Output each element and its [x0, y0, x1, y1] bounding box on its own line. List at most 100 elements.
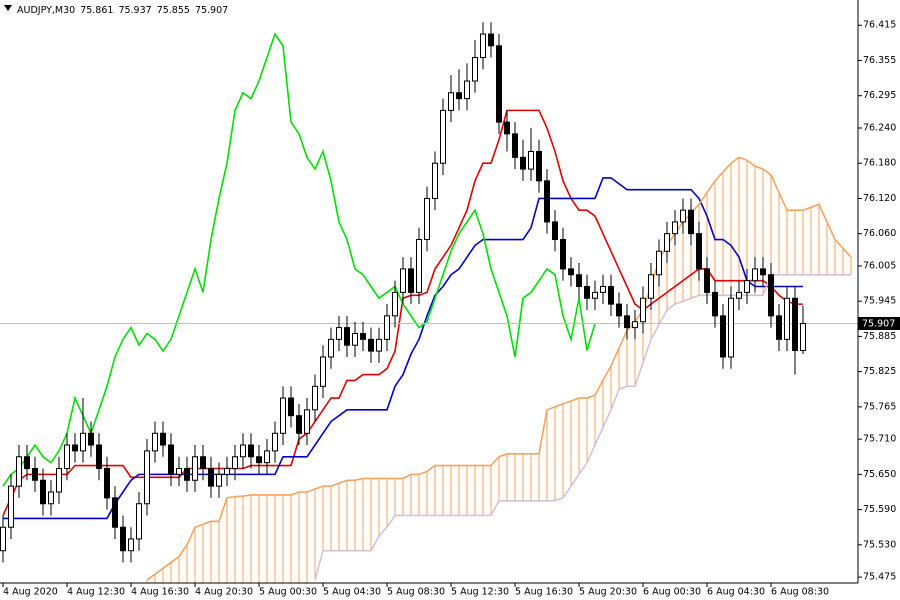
- collapse-icon[interactable]: [4, 5, 12, 11]
- candle-body: [56, 468, 62, 493]
- candle-body: [528, 150, 534, 170]
- candle-body: [456, 92, 462, 100]
- candle-body: [536, 150, 542, 182]
- candle-body: [280, 397, 286, 434]
- candle-body: [664, 233, 670, 252]
- candle-body: [224, 468, 230, 475]
- candle-body: [704, 268, 710, 293]
- header-close: 75.907: [195, 5, 228, 16]
- y-tick-label: 76.295: [863, 90, 896, 101]
- price-label-box: [858, 316, 900, 330]
- candle-body: [552, 221, 558, 241]
- candle-body: [560, 239, 566, 270]
- x-tick-label: 6 Aug 00:30: [643, 587, 701, 598]
- y-tick-label: 75.765: [863, 401, 896, 412]
- candle-body: [784, 297, 790, 340]
- candle-body: [160, 432, 166, 446]
- candle-body: [288, 397, 294, 417]
- candle-body: [496, 45, 502, 123]
- y-tick-label: 75.590: [863, 504, 896, 515]
- candle-body: [176, 468, 182, 475]
- candle-body: [600, 286, 606, 293]
- candle-body: [112, 497, 118, 528]
- y-tick-label: 75.710: [863, 434, 896, 445]
- candle-body: [504, 121, 510, 135]
- candle-body: [688, 209, 694, 235]
- candle-body: [464, 80, 470, 100]
- y-tick-label: 76.005: [863, 260, 896, 271]
- candle-body: [752, 268, 758, 282]
- indicator-line: [3, 177, 803, 520]
- candle-body: [264, 450, 270, 464]
- candle-body: [656, 250, 662, 276]
- candle-body: [240, 444, 246, 458]
- candle-body: [40, 479, 46, 505]
- candle-body: [0, 526, 6, 552]
- candle-body: [72, 444, 78, 452]
- candle-body: [328, 338, 334, 358]
- candle-body: [360, 332, 366, 340]
- candle-body: [576, 274, 582, 288]
- candle-body: [352, 332, 358, 346]
- candle-body: [400, 268, 406, 293]
- candle-body: [768, 274, 774, 317]
- y-tick-label: 76.240: [863, 122, 896, 133]
- candle-body: [312, 385, 318, 411]
- candle-body: [720, 315, 726, 358]
- plot-area: [0, 22, 858, 583]
- candle-body: [96, 444, 102, 470]
- candle-body: [472, 57, 478, 82]
- candle-body: [568, 268, 574, 276]
- y-tick-label: 76.180: [863, 158, 896, 169]
- candle-body: [304, 409, 310, 434]
- candle-body: [544, 180, 550, 223]
- y-tick-label: 75.530: [863, 539, 896, 550]
- candle-body: [408, 268, 414, 293]
- candle-body: [800, 322, 806, 352]
- candle-body: [368, 338, 374, 352]
- candle-body: [48, 491, 54, 505]
- candle-body: [672, 221, 678, 235]
- candle-body: [376, 338, 382, 352]
- candle-body: [104, 468, 110, 499]
- candle-body: [440, 109, 446, 164]
- candle-body: [432, 162, 438, 199]
- candle-body: [248, 444, 254, 458]
- candle-body: [448, 92, 454, 111]
- candle-body: [680, 209, 686, 223]
- symbol: AUDJPY,M30: [17, 5, 75, 16]
- candle-body: [424, 197, 430, 241]
- candle-body: [792, 297, 798, 352]
- x-tick-label: 5 Aug 00:30: [259, 587, 317, 598]
- candle-body: [696, 233, 702, 270]
- candle-body: [392, 291, 398, 317]
- candle-body: [760, 268, 766, 276]
- candle-body: [88, 432, 94, 446]
- y-tick-label: 75.885: [863, 331, 896, 342]
- header-low: 75.855: [157, 5, 190, 16]
- candle-body: [616, 303, 622, 317]
- y-tick-label: 76.355: [863, 55, 896, 66]
- candle-body: [152, 432, 158, 452]
- candle-body: [32, 468, 38, 481]
- candle-body: [416, 239, 422, 293]
- candle-body: [200, 456, 206, 470]
- candle-body: [632, 321, 638, 329]
- candle-body: [584, 286, 590, 299]
- candle-body: [744, 280, 750, 293]
- candle-body: [648, 274, 654, 299]
- candle-body: [384, 315, 390, 340]
- x-tick-label: 6 Aug 04:30: [707, 587, 765, 598]
- chart-header: AUDJPY,M30 75.861 75.937 75.855 75.907: [17, 5, 228, 16]
- candle-body: [776, 315, 782, 340]
- candle-body: [120, 526, 126, 552]
- candle-body: [592, 291, 598, 299]
- candle-body: [64, 444, 70, 470]
- y-tick-label: 76.120: [863, 193, 896, 204]
- candle-body: [512, 133, 518, 158]
- y-tick-label: 76.415: [863, 20, 896, 31]
- x-tick-label: 5 Aug 16:30: [515, 587, 573, 598]
- y-tick-label: 75.825: [863, 366, 896, 377]
- x-tick-label: 5 Aug 04:30: [323, 587, 381, 598]
